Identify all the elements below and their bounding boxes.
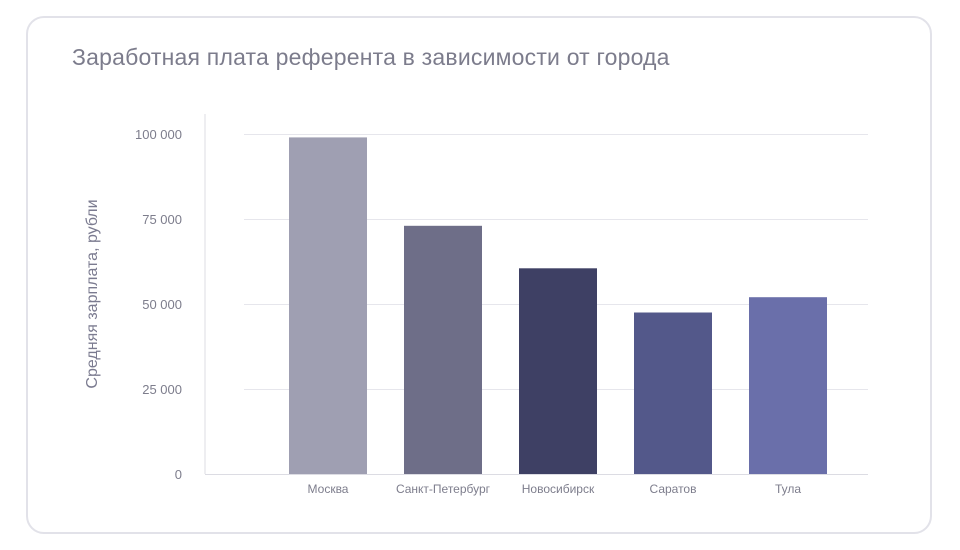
bars (289, 137, 827, 474)
axes (204, 114, 868, 475)
y-axis-label: Средняя зарплата, рубли (84, 199, 101, 388)
y-tick-label: 25 000 (142, 382, 182, 397)
y-tick-labels: 0 25 000 50 000 75 000 100 000 (135, 127, 182, 482)
x-tick-label: Санкт-Петербург (396, 482, 491, 496)
x-tick-labels: Москва Санкт-Петербург Новосибирск Саратов Т… (308, 482, 802, 496)
x-tick-label: Москва (308, 482, 349, 496)
bar-2 (519, 268, 597, 474)
y-tick-label: 50 000 (142, 297, 182, 312)
x-tick-label: Тула (775, 482, 801, 496)
y-tick-label: 75 000 (142, 212, 182, 227)
chart-title: Заработная плата референта в зависимости… (72, 44, 670, 70)
bar-3 (634, 312, 712, 474)
y-tick-label: 0 (175, 467, 182, 482)
y-tick-label: 100 000 (135, 127, 182, 142)
x-tick-label: Новосибирск (522, 482, 595, 496)
x-tick-label: Саратов (650, 482, 697, 496)
bar-4 (749, 297, 827, 474)
bar-1 (404, 225, 482, 474)
bar-0 (289, 137, 367, 474)
